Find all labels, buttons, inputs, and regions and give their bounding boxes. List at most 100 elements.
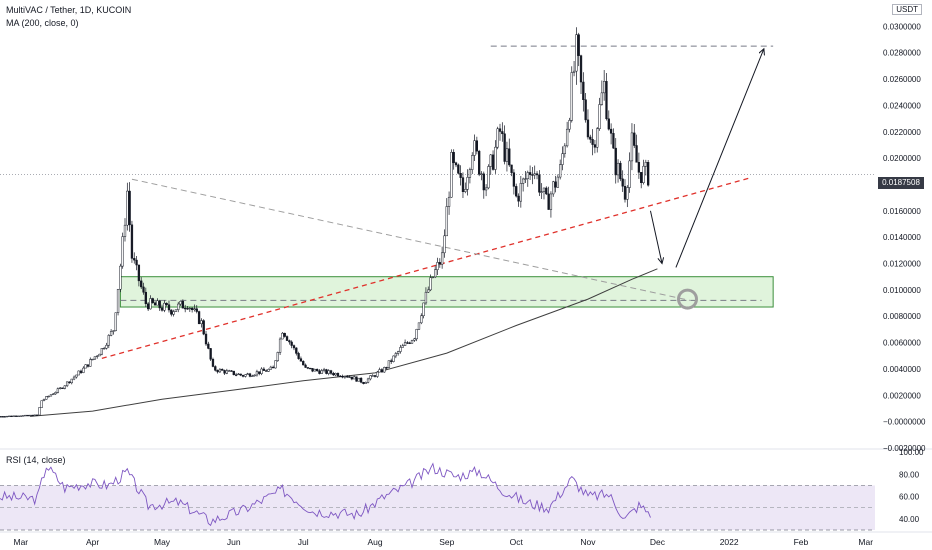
- candle-body: [517, 195, 520, 202]
- candle-body: [371, 375, 374, 377]
- candle-body: [116, 288, 120, 313]
- candle-body: [619, 162, 622, 180]
- candle-body: [346, 376, 349, 378]
- candle-body: [181, 300, 185, 309]
- candle-body: [100, 348, 104, 355]
- candle-body: [109, 331, 113, 336]
- time-axis[interactable]: Mar Apr May Jun Jul Aug Sep Oct Nov Dec 2022 Feb Mar: [0, 531, 932, 547]
- ascending-trendline: [101, 177, 751, 360]
- candle-body: [239, 373, 242, 376]
- candle-body: [21, 415, 25, 417]
- candle-body: [84, 364, 87, 369]
- candle-body: [135, 259, 138, 266]
- candle-body: [471, 155, 474, 170]
- time-tick-label: Aug: [367, 537, 382, 547]
- candle-body: [40, 400, 43, 408]
- target-circle: [677, 288, 698, 310]
- candle-body: [119, 265, 122, 290]
- candle-body: [283, 332, 286, 337]
- candle-body: [556, 176, 560, 188]
- symbol-title[interactable]: MultiVAC / Tether, 1D, KUCOIN: [6, 5, 132, 15]
- candle-body: [353, 376, 356, 380]
- candle-body: [225, 370, 229, 374]
- candle-body: [540, 191, 543, 193]
- candle-body: [408, 342, 411, 344]
- candle-body: [607, 118, 610, 130]
- annotation-layer: [0, 45, 875, 360]
- candle-body: [77, 370, 80, 376]
- candle-body: [204, 333, 208, 345]
- candle-body: [130, 224, 134, 259]
- candle-body: [341, 376, 344, 378]
- candle-body: [26, 414, 29, 417]
- candle-body: [311, 368, 314, 372]
- candle-body: [170, 309, 173, 315]
- candle-body: [288, 340, 291, 343]
- candle-body: [466, 177, 469, 190]
- candle-body: [218, 368, 222, 373]
- candle-body: [515, 186, 518, 197]
- candle-body: [429, 277, 432, 291]
- candle-body: [422, 302, 425, 317]
- candle-body: [459, 173, 462, 178]
- candle-body: [297, 353, 300, 359]
- candle-body: [232, 370, 235, 375]
- candle-body: [241, 374, 245, 377]
- candle-body: [1, 416, 4, 418]
- ma-indicator-label[interactable]: MA (200, close, 0): [6, 18, 79, 28]
- candle-body: [45, 396, 48, 400]
- candle-body: [554, 181, 557, 188]
- candle-body: [505, 148, 509, 162]
- candle-body: [355, 376, 358, 382]
- candle-body: [612, 133, 615, 149]
- candle-body: [255, 371, 259, 376]
- candle-body: [552, 181, 555, 195]
- candle-body: [33, 414, 36, 416]
- candle-body: [258, 371, 261, 374]
- candle-body: [105, 344, 108, 349]
- candle-body: [253, 374, 256, 377]
- candle-body: [262, 368, 266, 371]
- candle-body: [487, 166, 490, 189]
- candle-body: [214, 366, 217, 371]
- price-tick-label: 0.0220000: [883, 128, 921, 137]
- candle-body: [427, 289, 430, 293]
- candle-body: [559, 164, 562, 178]
- candle-body: [79, 370, 83, 373]
- candle-body: [112, 330, 115, 332]
- candle-body: [640, 172, 643, 183]
- candle-body: [59, 387, 62, 389]
- candle-body: [637, 162, 641, 173]
- candle-body: [480, 173, 483, 175]
- candle-body: [591, 139, 594, 145]
- candle-body: [107, 335, 110, 346]
- projection-arrow: [675, 49, 764, 268]
- candle-body: [302, 361, 305, 366]
- candle-body: [54, 392, 57, 395]
- candle-body: [420, 315, 423, 324]
- candle-body: [533, 173, 536, 176]
- candle-body: [19, 415, 22, 417]
- candle-body: [413, 338, 416, 341]
- candle-body: [577, 34, 580, 56]
- rsi-indicator-label[interactable]: RSI (14, close): [4, 455, 68, 465]
- candle-body: [209, 348, 212, 360]
- candle-body: [309, 367, 312, 370]
- price-axis[interactable]: 0.0300000 0.0280000 0.0260000 0.0240000 0.02…: [0, 22, 932, 453]
- candle-body: [538, 174, 541, 193]
- candle-body: [89, 359, 92, 367]
- price-tick-label: 0.0280000: [883, 49, 921, 58]
- candle-body: [424, 291, 428, 304]
- price-unit-badge[interactable]: USDT: [892, 4, 922, 15]
- candle-body: [72, 376, 76, 380]
- candle-body: [570, 72, 573, 121]
- candle-body: [304, 364, 307, 368]
- candle-body: [468, 169, 472, 178]
- candle-body: [12, 415, 16, 417]
- candle-body: [593, 144, 597, 148]
- candle-body: [24, 414, 27, 417]
- candle-body: [575, 34, 578, 72]
- candle-body: [628, 160, 631, 188]
- candle-body: [563, 145, 566, 154]
